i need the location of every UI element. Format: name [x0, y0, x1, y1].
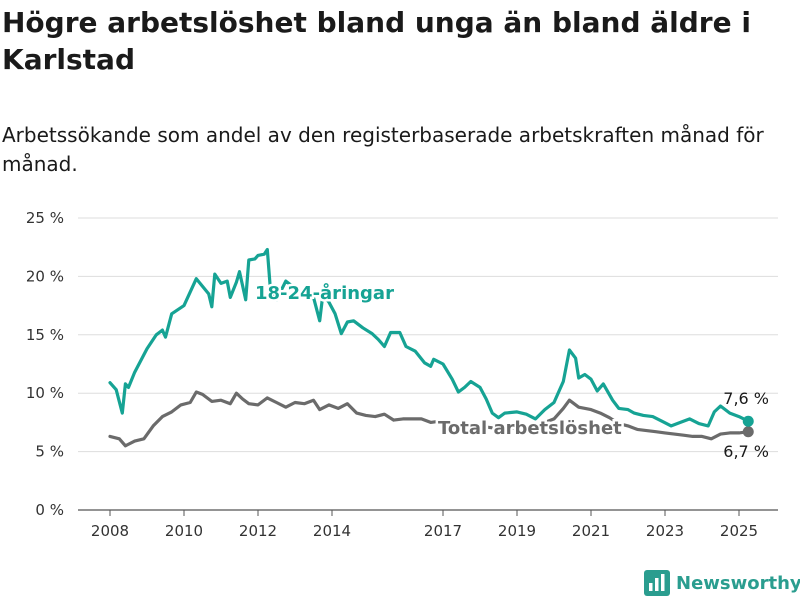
x-tick-label: 2010 [165, 522, 203, 540]
x-tick-label: 2019 [498, 522, 536, 540]
end-label-total: 6,7 % [723, 442, 769, 461]
newsworthy-logo: Newsworthy [644, 570, 800, 596]
x-tick-label: 2025 [720, 522, 758, 540]
series-label-total: Total arbetslöshet [438, 418, 622, 439]
series-line-total [108, 390, 750, 448]
x-tick-label: 2023 [646, 522, 684, 540]
series-line-youth [108, 247, 750, 428]
y-tick-label: 0 % [35, 501, 64, 519]
x-tick-label: 2012 [239, 522, 277, 540]
brand-name: Newsworthy [676, 572, 800, 594]
x-tick-label: 2014 [313, 522, 351, 540]
end-point-total [742, 426, 754, 438]
end-label-youth: 7,6 % [723, 389, 769, 408]
x-tick-label: 2017 [424, 522, 462, 540]
end-point-youth [742, 415, 754, 427]
y-tick-label: 15 % [26, 326, 64, 344]
x-tick-label: 2021 [572, 522, 610, 540]
y-tick-label: 5 % [35, 443, 64, 461]
y-tick-label: 10 % [26, 384, 64, 402]
series-label-youth: 18-24-åringar [255, 282, 394, 304]
y-tick-label: 25 % [26, 209, 64, 227]
x-tick-label: 2008 [91, 522, 129, 540]
chart-title: Högre arbetslöshet bland unga än bland ä… [2, 6, 751, 76]
chart-subtitle: Arbetssökande som andel av den registerb… [2, 123, 764, 176]
bar-chart-logo-icon [644, 570, 670, 596]
y-tick-label: 20 % [26, 267, 64, 285]
